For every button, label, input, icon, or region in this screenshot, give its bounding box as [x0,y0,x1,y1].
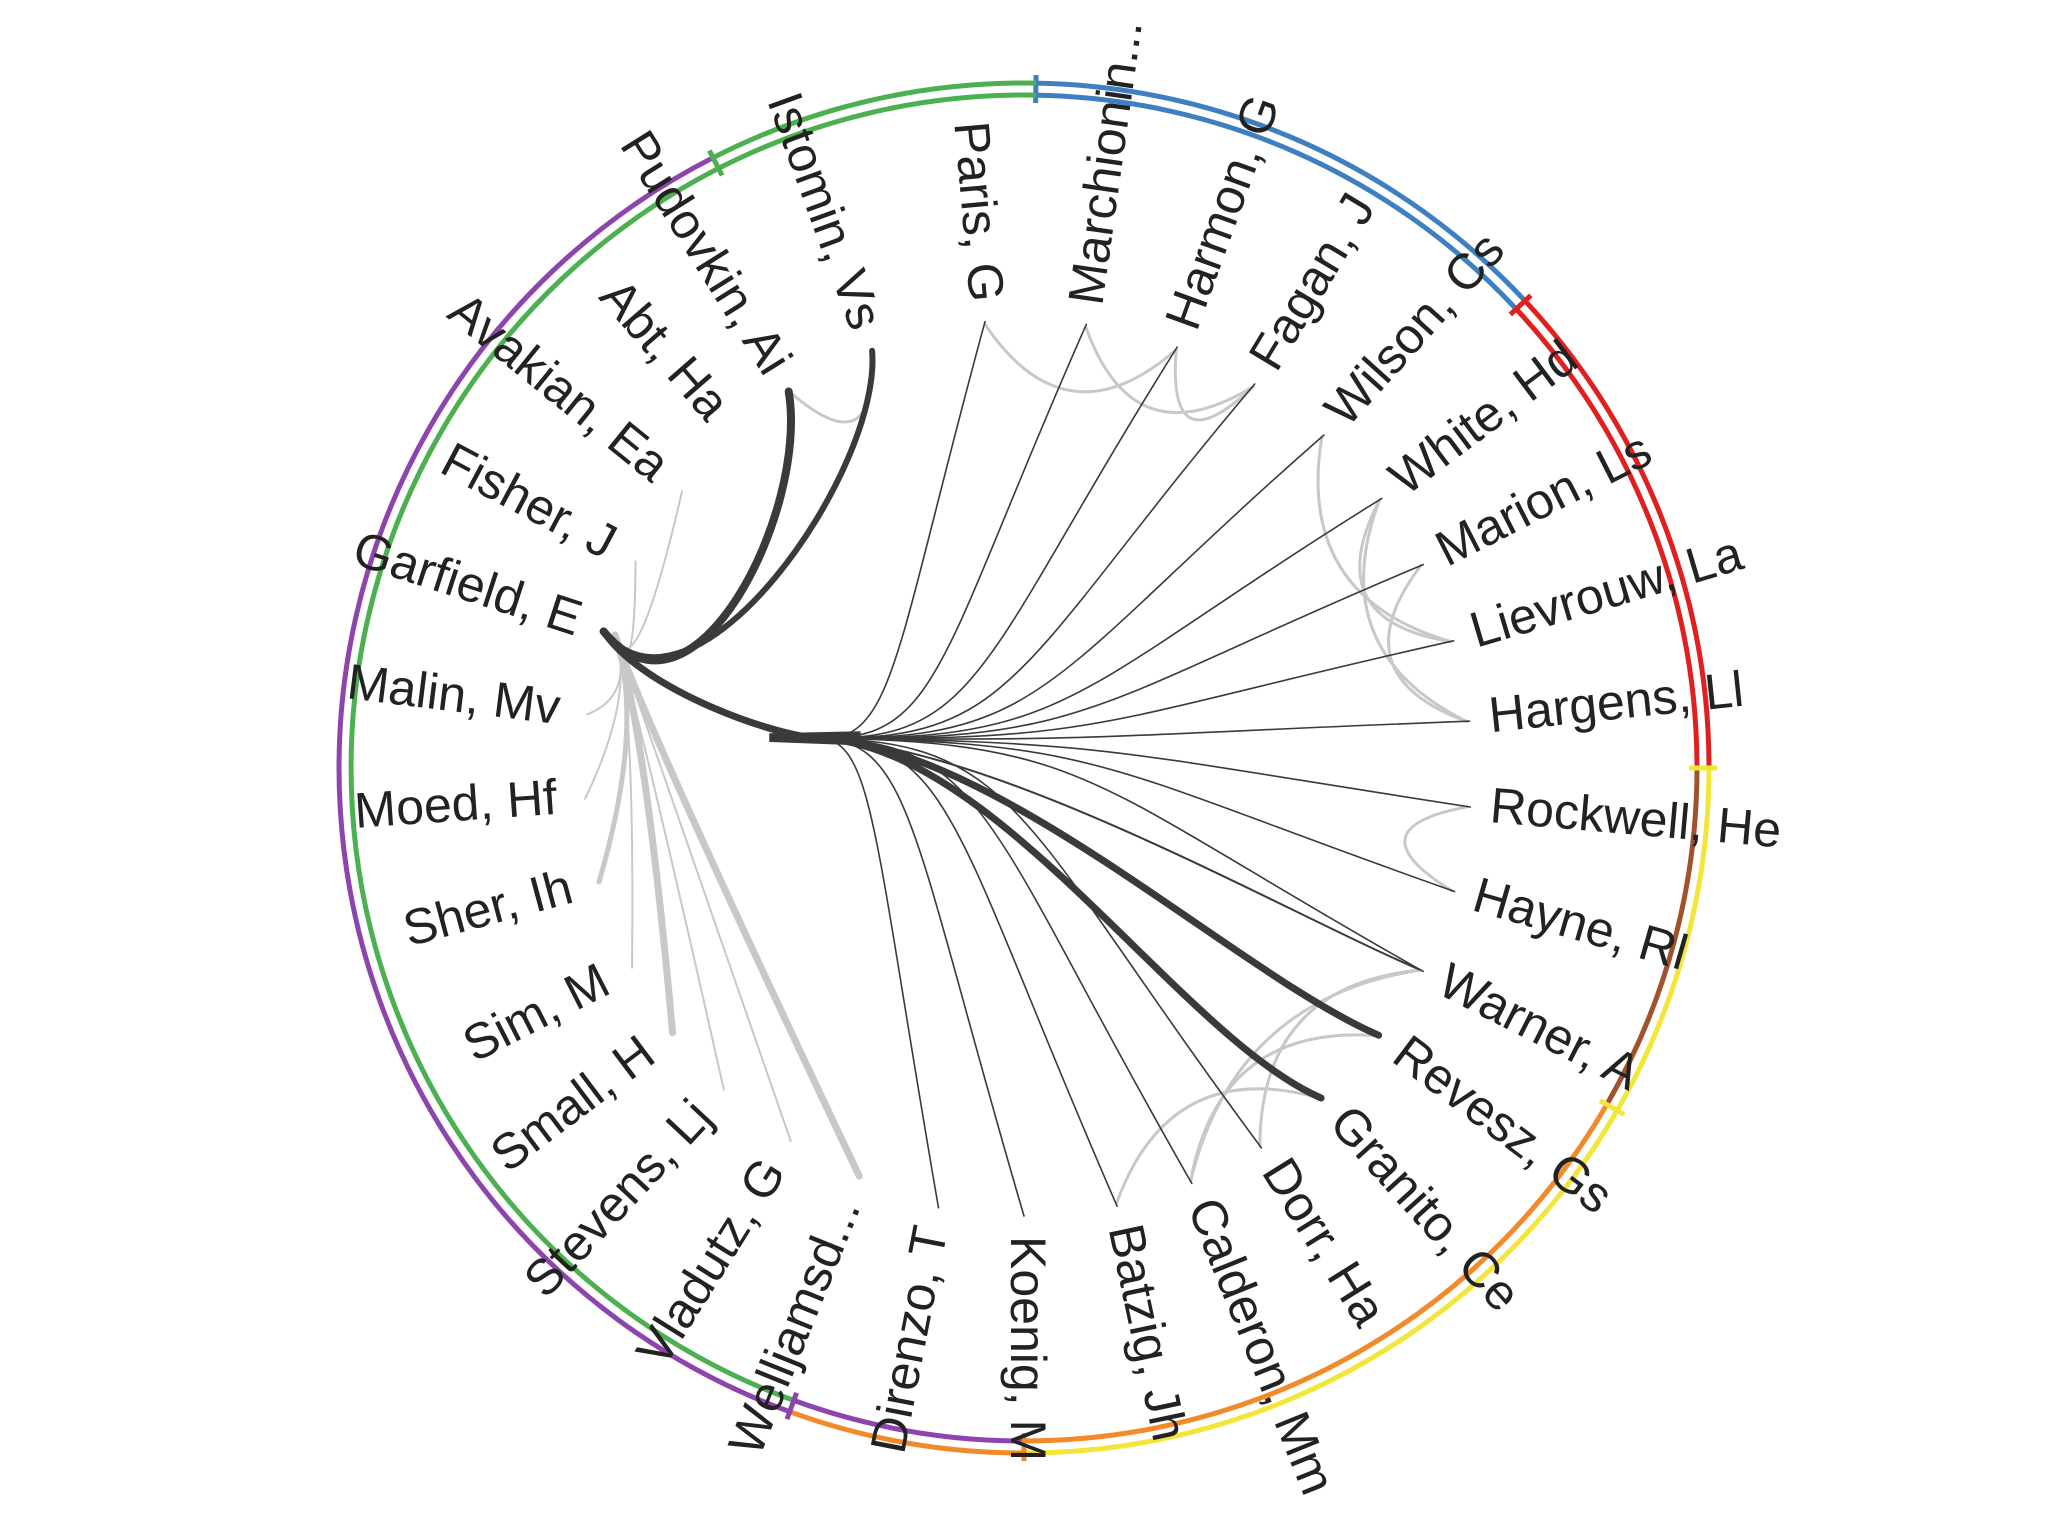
ring-inner-segment [717,92,1036,171]
citation-edge [819,737,1193,1185]
ring-inner-segment [1604,767,1700,1106]
citation-edge [769,732,861,736]
citation-edge [600,347,876,661]
ring-outer-segment [711,80,1037,160]
citation-edge [769,738,861,743]
ring-boundary-tick [1508,293,1533,317]
ring-inner-segment [348,166,795,1403]
ring-outer-segment [1615,767,1712,1112]
ring-inner-segment [1023,1103,1609,1444]
citation-edge [769,731,861,735]
cluster-ring [336,75,1717,1461]
citation-edge [769,738,861,742]
citation-edge [983,323,1178,394]
author-labels: Istomin, Vs Paris, G Marchionin... Harmon, … [344,17,1783,1502]
citation-edge [819,563,1424,740]
author-label: Koenig, M [1000,1236,1056,1461]
ring-inner-segment [1035,92,1519,311]
author-label: Malin, Mv [344,653,563,735]
author-label: Direnzo, T [860,1221,959,1457]
citation-edge [1362,498,1469,723]
citation-edge [819,320,986,739]
citation-edge [819,737,1263,1149]
ring-inner-segment [1514,307,1700,769]
author-label: Batzig, Jh [1098,1219,1198,1445]
ring-inner-segment [792,1398,1025,1444]
citation-edge [819,737,1025,1217]
citation-edge [1084,325,1255,415]
citation-edge [819,434,1325,739]
citation-edge [769,737,861,740]
author-label: Marchionin... [1058,17,1153,308]
ring-boundary-tick [1598,1098,1626,1117]
ring-outer-segment [788,1409,1025,1456]
citation-edge [819,346,1178,739]
citation-edge [819,720,1471,740]
author-label: Hayne, Rl [1467,866,1693,980]
ring-boundary-tick [784,1392,799,1421]
citation-edge [816,734,1383,1039]
citation-edge [1189,968,1422,1183]
citation-edge [769,740,861,746]
citation-edge [769,734,861,737]
author-label: Rockwell, He [1488,777,1784,858]
citation-edge [816,734,1325,1102]
citation-edge [611,631,863,1180]
citation-edge [819,323,1088,739]
citation-edge [819,497,1383,740]
edge-bundle [584,320,1472,1217]
citation-edge [819,737,1456,893]
citation-edge [819,640,1455,740]
author-label: Sher, Ih [397,858,578,957]
ring-boundary-tick [707,149,725,177]
citation-edge [819,737,1424,973]
citation-edge [1316,435,1453,644]
ring-outer-segment [1023,1109,1620,1456]
citation-edge [1387,564,1469,723]
citation-edge [819,737,1421,971]
author-label: Moed, Hf [353,769,559,839]
author-label: Paris, G [943,119,1015,304]
citation-edge [584,634,622,800]
ring-outer-segment [336,155,791,1415]
citation-edge [819,737,1472,808]
citation-edge [819,737,940,1209]
ring-outer-segment [1035,80,1527,303]
citation-edge [1358,498,1453,644]
ring-outer-segment [1523,299,1712,769]
citation-edge [1115,1087,1324,1205]
citation-edge [1173,348,1255,422]
citation-edge [1403,805,1469,893]
citation-edge [786,348,874,424]
citation-edge [819,383,1256,739]
citation-edge [769,739,861,744]
citation-edge [614,490,684,650]
